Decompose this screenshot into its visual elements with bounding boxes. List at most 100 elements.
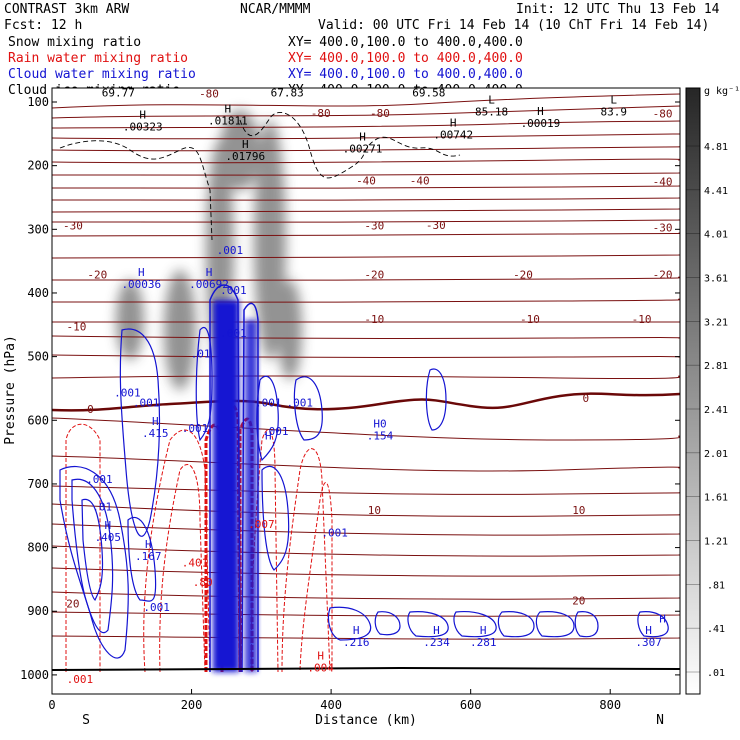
extremum-mark: H (317, 649, 324, 662)
plot-background (52, 88, 680, 694)
extremum-value: .001 (262, 425, 289, 438)
temperature-label: 0 (87, 403, 94, 416)
y-tick-label: 400 (27, 286, 49, 300)
plot-frame (51, 87, 681, 695)
cloud-contour (59, 466, 129, 659)
y-tick-label: 700 (27, 477, 49, 491)
rain-contour (65, 423, 101, 672)
cloud-contour (374, 611, 401, 636)
cloud-contour (497, 611, 535, 638)
legend-xy-cloud-water: XY= 400.0,100.0 to 400.0,400.0 (288, 67, 523, 82)
legend-label-snow: Snow mixing ratio (8, 35, 141, 50)
temperature-label: 10 (368, 504, 381, 517)
extremum-value: .001 (220, 284, 247, 297)
extremum-value: .001 (255, 397, 282, 410)
legend-xy-rain: XY= 400.0,100.0 to 400.0,400.0 (288, 51, 523, 66)
extremum-value: .307 (635, 636, 662, 649)
extremum-mark: L (488, 94, 495, 107)
y-tick-label: 500 (27, 350, 49, 364)
extremum-mark: H (537, 105, 544, 118)
extremum-mark: L (610, 94, 617, 107)
extremum-mark: H (353, 624, 360, 637)
y-tick-label: 1000 (20, 668, 49, 682)
cloud-contour (81, 498, 104, 602)
colorbar-label: 2.41 (704, 405, 728, 416)
y-tick-label: 200 (27, 159, 49, 173)
cloud-water-core (213, 300, 257, 672)
endpoint-right: N (656, 713, 664, 728)
colorbar-label: .81 (707, 580, 725, 591)
isotherm-line (52, 93, 680, 109)
valid-time: Valid: 00 UTC Fri 14 Feb 14 (10 ChT Fri … (318, 18, 709, 33)
temperature-labels: -80 -80 -80 -80 -40 -40 -40 -30 -30 -30 -30 -20 -20 -… (63, 88, 672, 611)
colorbar: g kg⁻¹ 4.81 4.41 4.01 3.61 3.21 2.81 2.41 2.01 1… (685, 86, 740, 695)
y-axis-label: Pressure (hPa) (3, 335, 18, 445)
extremum-value: .01 (191, 348, 211, 361)
extremum-value: .004 (307, 661, 334, 674)
extremum-mark: H (645, 624, 652, 637)
terrain-surface (52, 666, 680, 671)
cloud-contour (535, 611, 575, 638)
endpoint-left: S (82, 713, 90, 728)
temperature-label: 20 (572, 594, 585, 607)
extremum-mark: H (206, 266, 213, 279)
cloud-contour (453, 611, 497, 638)
temperature-label: -30 (653, 221, 673, 234)
temperature-label: -80 (370, 107, 390, 120)
cloud-contour (261, 465, 290, 571)
colorbar-labels: 4.81 4.41 4.01 3.61 3.21 2.81 2.41 2.01 1.61 1.21… (686, 142, 728, 679)
extremum-value: .001 (220, 327, 247, 340)
extremum-value: 69.58 (412, 87, 445, 100)
cloud-core-outline (241, 302, 259, 673)
temperature-label: -20 (364, 269, 384, 282)
cloud-core-column (213, 300, 239, 672)
extremum-value: .001 (217, 244, 244, 257)
y-tick-label: 900 (27, 604, 49, 618)
isotherm-line (52, 133, 680, 140)
extremum-mark: H (659, 612, 666, 625)
snow-plume-6 (220, 110, 260, 190)
x-tick-label: 200 (181, 698, 203, 712)
cloud-core-outline (209, 284, 241, 673)
cloud-contour (119, 328, 161, 537)
extremum-mark: H (480, 624, 487, 637)
extremum-value: 83.9 (600, 106, 627, 119)
temperature-label: -80 (199, 88, 219, 101)
x-axis: 0 200 400 600 800 (48, 689, 621, 712)
temperature-label: -10 (66, 321, 86, 334)
rain-contour (299, 482, 333, 671)
colorbar-label: 3.61 (704, 274, 728, 285)
temperature-label: -40 (653, 176, 673, 189)
extremum-value: .80 (193, 576, 213, 589)
extremum-value: 69.77 (102, 87, 135, 100)
org-label: NCAR/MMMM (240, 2, 311, 17)
temperature-label: -80 (311, 107, 331, 120)
isotherm-line (52, 105, 680, 119)
extremum-value: .00271 (343, 143, 383, 156)
extremum-value: .281 (470, 636, 497, 649)
isotherms (52, 93, 680, 640)
extremum-value: .00742 (433, 129, 473, 142)
extremum-value: .001 (67, 673, 94, 686)
colorbar-label: 4.01 (704, 230, 728, 241)
plot-area: -80 -80 -80 -80 -40 -40 -40 -30 -30 -30 -30 -20 -20 -… (52, 87, 680, 694)
legend-label-rain: Rain water mixing ratio (8, 51, 188, 66)
extremum-value: .001 (182, 422, 209, 435)
extremum-value: .00323 (123, 120, 163, 133)
isotherm-line (52, 120, 680, 129)
temperature-label: -10 (632, 313, 652, 326)
extremum-mark: H (433, 624, 440, 637)
model-title: CONTRAST 3km ARW (4, 2, 129, 17)
y-tick-label: 800 (27, 541, 49, 555)
extremum-mark: H0 (373, 418, 386, 431)
temperature-label: -40 (356, 174, 376, 187)
snow-plume-2 (254, 120, 286, 360)
x-tick-label: 0 (48, 698, 55, 712)
extremum-mark: H (145, 538, 152, 551)
colorbar-label: 3.21 (704, 317, 728, 328)
cloud-contour (425, 368, 447, 431)
cloud-contour (71, 478, 114, 634)
temperature-label: 10 (572, 504, 585, 517)
extremum-value: .00692 (189, 278, 229, 291)
extremum-value: .001 (86, 473, 113, 486)
